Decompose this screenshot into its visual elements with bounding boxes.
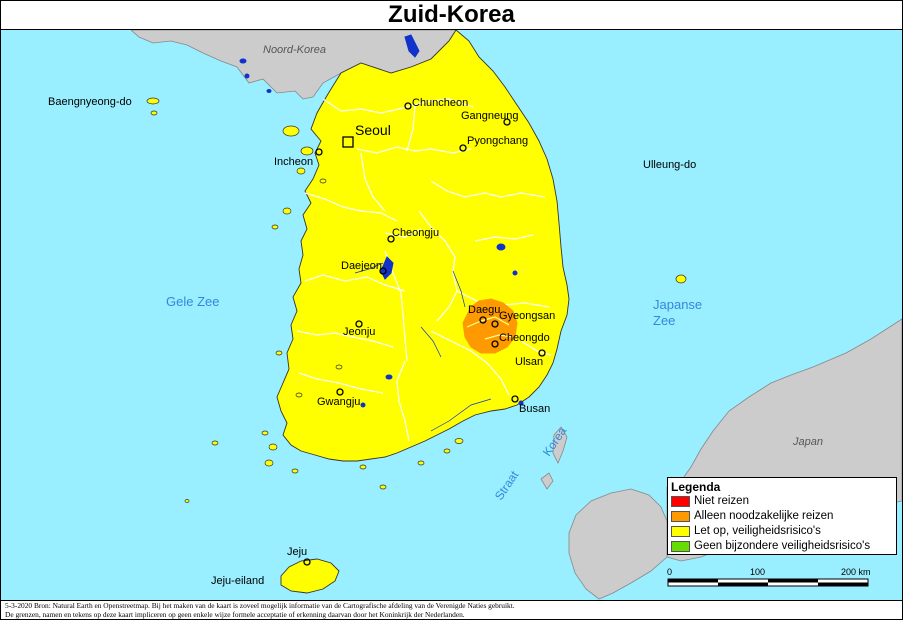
legend-label: Geen bijzondere veiligheidsrisico's xyxy=(694,540,871,552)
city-marker-cheongju xyxy=(387,235,395,243)
label-seoul: Seoul xyxy=(355,122,391,138)
city-marker-chuncheon xyxy=(404,102,412,110)
city-marker-gyeongsan xyxy=(491,320,499,328)
city-marker-pyongchang xyxy=(459,144,467,152)
legend: Legenda Niet reizen Alleen noodzakelijke… xyxy=(667,477,897,555)
label-jeju: Jeju xyxy=(287,546,307,558)
legend-swatch-red xyxy=(671,496,690,507)
province-boundaries xyxy=(296,98,552,442)
iki-island xyxy=(540,472,554,490)
legend-swatch-yellow xyxy=(671,526,690,537)
label-gyeongsan: Gyeongsan xyxy=(499,310,555,322)
scale-tick-100: 100 xyxy=(750,567,766,577)
south-korea-land xyxy=(276,30,570,462)
footer-line-1: 5-3-2020 Bron: Natural Earth en Openstre… xyxy=(5,601,515,610)
label-cheongju: Cheongju xyxy=(392,227,439,239)
label-gele-zee: Gele Zee xyxy=(166,294,219,309)
label-baengnyeong: Baengnyeong-do xyxy=(48,96,132,108)
scale-tick-0: 0 xyxy=(667,567,673,577)
legend-swatch-orange xyxy=(671,511,690,522)
label-chuncheon: Chuncheon xyxy=(412,97,468,109)
legend-swatch-green xyxy=(671,541,690,552)
legend-item-noodzakelijk: Alleen noodzakelijke reizen xyxy=(671,509,896,524)
legend-item-geen-risico: Geen bijzondere veiligheidsrisico's xyxy=(671,539,896,554)
ulleung-island xyxy=(675,274,687,284)
jeju-island-shape xyxy=(280,558,340,594)
footer-note: 5-3-2020 Bron: Natural Earth en Openstre… xyxy=(1,600,902,619)
legend-label: Niet reizen xyxy=(694,495,749,507)
scale-bar-graphic xyxy=(667,578,869,587)
label-daegu: Daegu xyxy=(468,304,500,316)
city-marker-jeju xyxy=(303,558,311,566)
label-gangneung: Gangneung xyxy=(461,110,519,122)
legend-item-niet-reizen: Niet reizen xyxy=(671,494,896,509)
city-markers xyxy=(303,102,546,566)
city-marker-gangneung xyxy=(503,118,511,126)
title-bar: Zuid-Korea xyxy=(1,1,902,30)
legend-title: Legenda xyxy=(671,480,721,494)
scale-bar: 0 100 200 km xyxy=(667,567,901,597)
label-pyongchang: Pyongchang xyxy=(467,135,528,147)
western-islands xyxy=(146,97,464,503)
label-japanse-zee-1: Japanse xyxy=(653,297,702,312)
city-marker-incheon xyxy=(315,148,323,156)
label-cheongdo: Cheongdo xyxy=(499,332,550,344)
city-marker-daegu xyxy=(479,316,487,324)
legend-item-let-op: Let op, veiligheidsrisico's xyxy=(671,524,896,539)
rivers xyxy=(354,262,492,432)
label-north-korea: Noord-Korea xyxy=(263,44,326,56)
japan-kyushu xyxy=(568,488,668,600)
scale-tick-200: 200 km xyxy=(841,567,871,577)
label-busan: Busan xyxy=(519,403,550,415)
map-title: Zuid-Korea xyxy=(388,1,515,28)
capital-marker-seoul xyxy=(342,136,354,148)
label-incheon: Incheon xyxy=(274,156,313,168)
label-daejeon: Daejeon xyxy=(341,260,382,272)
legend-label: Alleen noodzakelijke reizen xyxy=(694,510,834,522)
risk-zone-boundary xyxy=(466,316,514,340)
city-marker-daejeon xyxy=(379,267,387,275)
label-ulsan: Ulsan xyxy=(515,356,543,368)
city-marker-cheongdo xyxy=(491,340,499,348)
label-jeonju: Jeonju xyxy=(343,326,375,338)
city-marker-jeonju xyxy=(355,320,363,328)
label-ulleung: Ulleung-do xyxy=(643,159,696,171)
label-japanse-zee-2: Zee xyxy=(653,313,675,328)
label-japan: Japan xyxy=(792,436,823,448)
map-canvas: Noord-Korea Baengnyeong-do Seoul Incheon… xyxy=(1,30,902,600)
city-marker-busan xyxy=(511,395,519,403)
risk-zone-daegu xyxy=(462,298,518,354)
label-gwangju: Gwangju xyxy=(317,396,360,408)
tsushima-island xyxy=(552,426,568,464)
city-marker-gwangju xyxy=(336,388,344,396)
legend-label: Let op, veiligheidsrisico's xyxy=(694,525,821,537)
label-jeju-island: Jeju-eiland xyxy=(211,575,264,587)
city-marker-ulsan xyxy=(538,349,546,357)
footer-line-2: De grenzen, namen en tekens op deze kaar… xyxy=(5,610,465,619)
